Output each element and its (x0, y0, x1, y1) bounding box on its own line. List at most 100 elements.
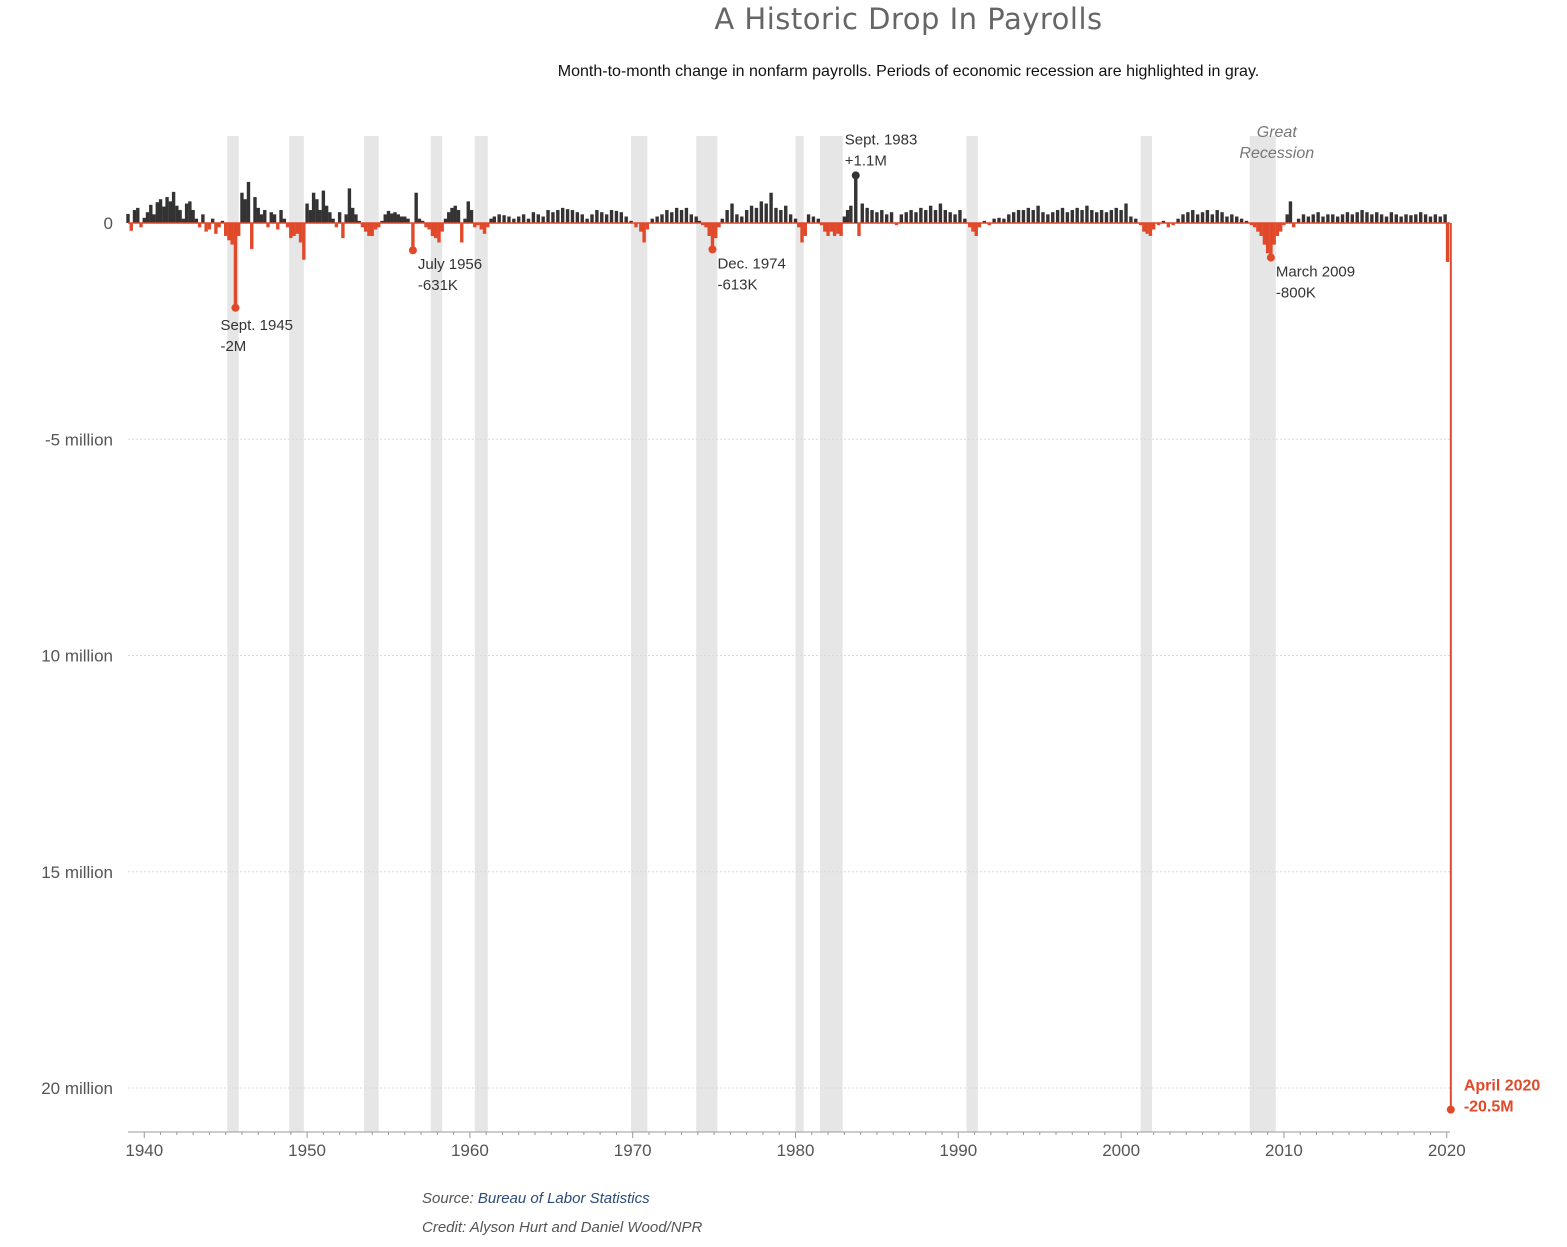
bar (749, 205, 754, 223)
bar (645, 223, 650, 230)
source-link[interactable]: Bureau of Labor Statistics (477, 1190, 650, 1207)
bar (1311, 214, 1315, 223)
bar (1161, 220, 1166, 223)
bar (482, 223, 487, 234)
bar (210, 218, 215, 223)
bar (1244, 220, 1249, 223)
bar (1080, 210, 1084, 223)
bar (1423, 214, 1428, 223)
bar (829, 223, 834, 232)
bar (679, 210, 684, 223)
recession-band (289, 136, 304, 1132)
annotation-dot (408, 246, 417, 255)
annotation-label: March 2009 -800K (1276, 264, 1355, 302)
bar (450, 207, 454, 223)
bar (466, 201, 470, 223)
bar (207, 223, 212, 230)
x-tick-label: 2000 (1102, 1141, 1140, 1160)
bar (512, 218, 516, 223)
bar (1090, 210, 1094, 223)
bar (803, 223, 807, 236)
bar (178, 210, 182, 223)
chart-subtitle: Month-to-month change in nonfarm payroll… (557, 63, 1260, 80)
bar (126, 213, 130, 223)
bar (701, 223, 705, 226)
bar (1002, 218, 1006, 223)
y-tick-label: 10 million (41, 647, 113, 666)
bar (1142, 223, 1146, 232)
bar (1104, 212, 1109, 223)
annotation-dot (231, 303, 240, 312)
annotation-label: July 1956 -631K (418, 256, 482, 294)
bar (184, 203, 189, 223)
bar (308, 210, 313, 223)
bar (1443, 214, 1447, 223)
bar (842, 216, 847, 223)
bar (399, 216, 404, 223)
bar (1278, 223, 1283, 232)
source-line: Source: Bureau of Labor Statistics (422, 1190, 650, 1207)
bar (992, 218, 996, 223)
bar (1046, 214, 1050, 223)
recession-band (364, 136, 379, 1132)
bar (437, 223, 441, 243)
bar (243, 199, 247, 223)
bar (971, 223, 975, 232)
bar (424, 223, 428, 228)
bar (427, 223, 431, 230)
bar (390, 213, 394, 223)
bar (1265, 223, 1270, 254)
bar (963, 218, 967, 223)
bar (759, 201, 764, 223)
bar (614, 210, 619, 223)
bar (175, 205, 179, 223)
y-tick-label: 15 million (41, 863, 113, 882)
bar (1249, 223, 1254, 226)
bar (1239, 218, 1244, 223)
bar (1389, 212, 1394, 223)
recession-band (631, 136, 648, 1132)
bar (845, 210, 850, 223)
recession-band (1249, 136, 1276, 1132)
bar (541, 216, 545, 223)
bar (665, 210, 669, 223)
bar (894, 223, 899, 226)
x-tick-label: 1950 (288, 1141, 326, 1160)
bar (269, 212, 273, 223)
bar (1355, 212, 1359, 223)
bar (977, 223, 982, 228)
bar (295, 223, 300, 234)
bar (521, 214, 526, 223)
bar (168, 201, 173, 223)
bar (826, 223, 830, 236)
bar (486, 223, 490, 228)
bar (924, 210, 928, 223)
bar (1205, 210, 1210, 223)
bar (769, 192, 773, 223)
bar (1181, 214, 1185, 223)
bar (1176, 218, 1180, 223)
bar (909, 210, 913, 223)
bar (311, 192, 316, 223)
bar (958, 210, 962, 223)
bar (1433, 214, 1438, 223)
bar (414, 192, 418, 223)
bar (1109, 210, 1114, 223)
bar (642, 223, 646, 243)
x-tick-label: 1970 (614, 1141, 652, 1160)
bar (1166, 223, 1171, 228)
bar (1171, 223, 1175, 226)
annotation-label: Dec. 1974 -613K (717, 255, 785, 293)
bar (839, 223, 843, 236)
bar (1060, 207, 1065, 223)
bar (1292, 223, 1296, 228)
bar (697, 220, 702, 223)
bar (204, 223, 208, 232)
bar (1119, 210, 1123, 223)
bar (171, 191, 176, 223)
bar (230, 223, 234, 245)
bar (350, 207, 355, 223)
bar (1288, 201, 1293, 223)
bar (1011, 212, 1016, 223)
x-tick-label: 2010 (1265, 1141, 1303, 1160)
